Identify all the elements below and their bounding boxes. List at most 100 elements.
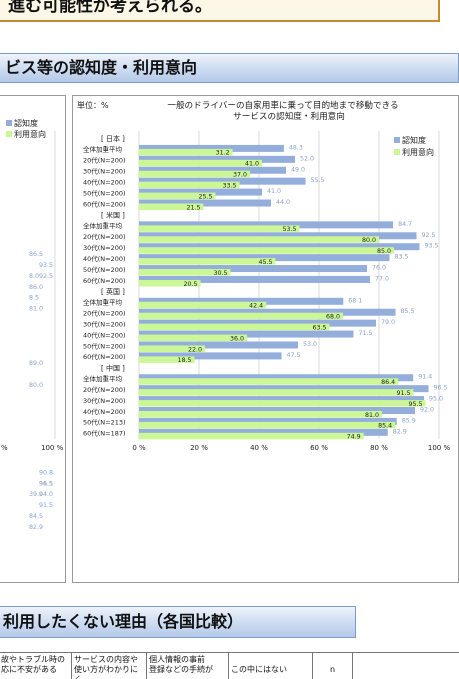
bar-intention [139,356,195,363]
value-label-awareness: 85.9 [402,417,416,424]
partial-value-label: 82.9 [29,524,43,531]
bar-intention [139,181,240,189]
bar-intention [139,312,343,320]
partial-value-label: 93.5 [39,262,53,269]
bar-awareness [139,275,370,283]
value-label-awareness: 71.5 [359,330,373,337]
bar-awareness [139,166,286,174]
value-label-intention: 45.5 [258,259,272,266]
bar-intention [139,247,394,254]
value-label-intention: 68.0 [326,314,340,321]
row-label: 40代(N=200) [83,254,126,263]
value-label-awareness: 92.5 [422,232,436,239]
bar-intention [139,421,396,429]
value-label-awareness: 95.0 [429,396,443,403]
value-label-awareness: 52.0 [300,155,314,162]
bar-intention [139,279,201,287]
x-tick-label: 80 % [370,444,388,452]
row-label: 全体加重平均 [83,221,123,230]
bar-awareness [139,177,306,185]
partial-value-label: 86.5 [29,251,43,258]
value-label-intention: 85.4 [378,423,392,430]
row-label: 20代(N=200) [83,309,126,318]
value-label-awareness: 79.0 [381,319,395,326]
table-cell: この中にはない [228,652,313,679]
value-label-awareness: 44.0 [276,199,290,206]
partial-value-label: 96.5 [39,480,53,487]
value-label-intention: 31.2 [216,150,230,157]
row-label: 50代(N=200) [83,188,126,197]
group-header: [ 米国 ] [101,210,125,219]
value-label-awareness: 83.5 [395,254,409,261]
value-label-intention: 81.0 [365,412,379,419]
value-label-awareness: 76.0 [372,265,386,272]
row-label: 30代(N=200) [83,243,126,252]
bar-awareness [139,254,390,262]
partial-value-label: 80.0 [29,382,43,389]
left-chart-panel: 認知度 利用意向 86.5 93.5 8.0 92.5 86.0 8.5 81.0 89.0 80.… [0,95,66,583]
value-label-intention: 22.0 [188,346,202,353]
row-label: 30代(N=200) [83,167,126,176]
row-label: 60代(N=200) [83,352,126,361]
partial-value-label: 8.5 [29,295,39,302]
partial-value-label: 91.5 [39,480,53,487]
value-label-awareness: 77.0 [375,275,389,282]
value-label-intention: 37.0 [233,172,247,179]
value-label-awareness: 49.0 [291,166,305,173]
group-header: [ 中国 ] [101,363,125,372]
bar-intention [139,345,205,352]
legend-swatch-awareness [394,137,400,143]
row-label: 60代(N=200) [83,276,126,285]
value-label-intention: 41.0 [245,161,259,168]
bar-intention [139,159,262,167]
bar-awareness [139,199,271,207]
value-label-awareness: 68.1 [348,297,362,304]
x-tick-label: 0 % [132,444,146,452]
bar-awareness [139,352,282,360]
row-label: 40代(N=200) [83,177,126,186]
value-label-awareness: 84.7 [398,221,412,228]
legend-swatch-intention [394,149,400,155]
value-label-intention: 80.0 [362,237,376,244]
bar-intention [139,269,231,276]
bar-awareness [139,155,295,163]
value-label-intention: 33.5 [222,182,236,189]
partial-value-label: 8.0 [29,273,39,280]
x-tick-label: 40 % [250,444,268,452]
partial-value-label: 39.0 [29,491,43,498]
row-label: 50代(N=213) [83,418,126,427]
partial-value-label: 92.5 [39,273,53,280]
unit-label: 単位：% [77,100,109,110]
row-label: 全体加重平均 [83,374,123,383]
row-label: 50代(N=200) [83,341,126,350]
value-label-intention: 95.5 [408,401,422,408]
legend-label-awareness: 認知度 [14,118,38,128]
bar-awareness [139,374,414,382]
conclusion-text: 進む可能性が考えられる。 [8,0,212,16]
row-label: 全体加重平均 [83,145,123,154]
row-label: 30代(N=200) [83,319,126,328]
row-label: 60代(N=187) [83,429,126,438]
x-tick-label: 20 % [190,444,208,452]
value-label-awareness: 92.0 [420,407,434,414]
value-label-intention: 36.0 [230,335,244,342]
value-label-intention: 30.5 [213,270,227,277]
value-label-awareness: 55.5 [311,177,325,184]
partial-value-label: 86.0 [29,284,43,291]
bar-awareness [139,232,417,240]
legend-label-intention: 利用意向 [14,129,46,139]
bar-intention [139,148,233,156]
x-tick-label: 100 % [428,444,451,452]
table-cell: 故やトラブル時の 応に不安がある [0,652,72,679]
row-label: 30代(N=200) [83,396,126,405]
bar-intention [139,323,330,331]
value-label-intention: 21.5 [186,204,200,211]
value-label-awareness: 47.5 [287,352,301,359]
partial-value-label: 89.0 [29,360,43,367]
partial-value-label: 90.8 [39,469,53,476]
value-label-intention: 18.5 [177,357,191,364]
bar-intention [139,170,250,178]
x-tick-label: % [1,444,8,452]
